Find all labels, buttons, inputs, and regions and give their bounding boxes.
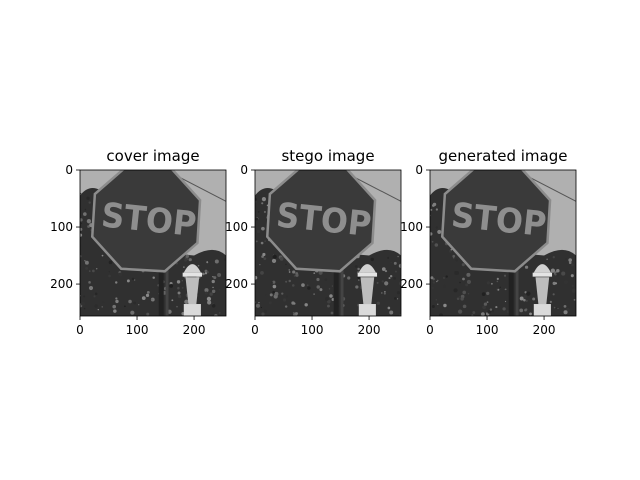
x-tick-label: 100 — [476, 323, 499, 337]
ornament — [357, 264, 378, 316]
stop-sign — [265, 170, 377, 273]
sign-pole-2 — [515, 269, 519, 316]
axes-frame — [79, 169, 227, 317]
stop-sign-text: STOP — [100, 195, 199, 245]
x-tick-label: 100 — [301, 323, 324, 337]
y-tick-label: 200 — [225, 277, 248, 291]
y-tick-label: 200 — [400, 277, 423, 291]
sign-pole — [508, 266, 514, 316]
subplot-title: generated image — [439, 147, 568, 165]
y-tick-label: 100 — [50, 220, 73, 234]
subplot-2: STOP stego image 0 100 200 0 100 200 — [225, 147, 402, 337]
y-tick-label: 0 — [415, 163, 423, 177]
y-tick-label: 100 — [400, 220, 423, 234]
image-content: STOP — [80, 170, 226, 316]
y-tick-label: 100 — [225, 220, 248, 234]
image-content: STOP — [430, 170, 576, 316]
y-tick-label: 0 — [240, 163, 248, 177]
stop-sign-text: STOP — [450, 195, 549, 245]
subplot-1: STOP cover image 0 100 200 0 100 200 — [50, 147, 227, 337]
subplot-3: STOP generated image 0 100 200 0 100 200 — [400, 147, 577, 337]
sign-pole-2 — [165, 269, 169, 316]
x-tick-label: 0 — [76, 323, 84, 337]
x-tick-label: 0 — [426, 323, 434, 337]
stop-sign-text: STOP — [275, 195, 374, 245]
axes-frame — [254, 169, 402, 317]
ornament — [532, 264, 553, 316]
sign-pole — [333, 266, 339, 316]
x-tick-label: 0 — [251, 323, 259, 337]
stop-sign — [90, 170, 202, 273]
subplot-title: stego image — [281, 147, 374, 165]
ornament — [182, 264, 203, 316]
x-tick-label: 100 — [126, 323, 149, 337]
x-tick-label: 200 — [183, 323, 206, 337]
y-tick-label: 200 — [50, 277, 73, 291]
sign-pole — [158, 266, 164, 316]
sign-pole-2 — [340, 269, 344, 316]
y-tick-label: 0 — [65, 163, 73, 177]
x-tick-label: 200 — [358, 323, 381, 337]
image-content: STOP — [255, 170, 401, 316]
subplot-title: cover image — [106, 147, 199, 165]
x-tick-label: 200 — [533, 323, 556, 337]
stop-sign — [440, 170, 552, 273]
axes-frame — [429, 169, 577, 317]
